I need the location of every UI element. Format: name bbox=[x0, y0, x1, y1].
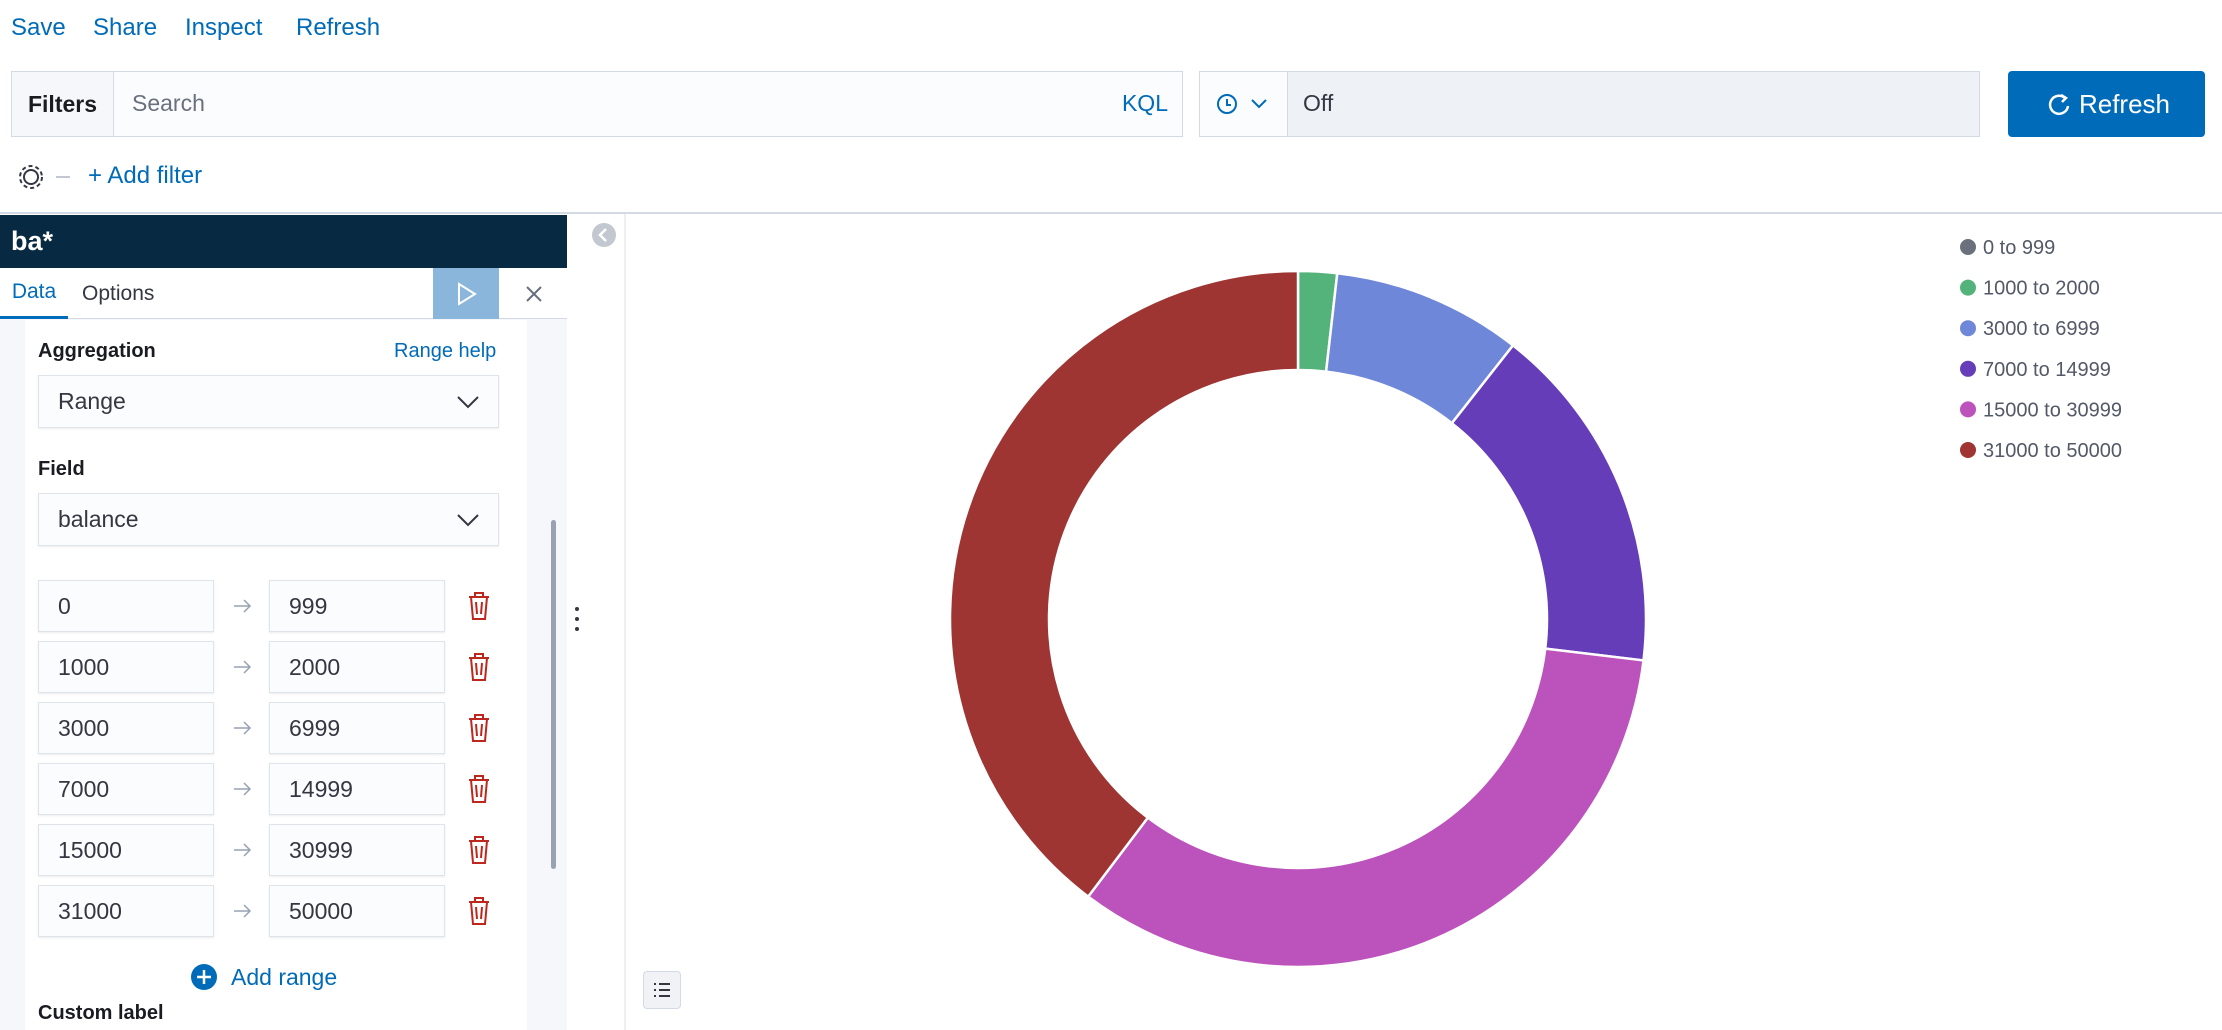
refresh-interval: Off bbox=[1303, 90, 1334, 116]
query-bar: Filters Search KQL bbox=[11, 71, 1183, 137]
donut-slice bbox=[948, 269, 1300, 899]
legend-toggle[interactable] bbox=[643, 971, 681, 1009]
legend-swatch bbox=[1960, 442, 1976, 458]
filters-label: Filters bbox=[12, 72, 114, 136]
quick-menu[interactable] bbox=[1200, 72, 1288, 136]
arrow bbox=[234, 843, 252, 857]
range-from[interactable]: 31000 bbox=[38, 885, 214, 937]
play-icon bbox=[458, 282, 477, 306]
delete-range[interactable] bbox=[465, 590, 493, 622]
range-to[interactable]: 6999 bbox=[269, 702, 445, 754]
legend-swatch bbox=[1960, 320, 1976, 337]
donut-slice bbox=[1086, 647, 1645, 969]
donut-slice bbox=[1324, 271, 1515, 425]
add-filter[interactable]: + Add filter bbox=[88, 162, 203, 189]
arrow-icon bbox=[234, 843, 252, 857]
plus-icon bbox=[191, 964, 217, 990]
arrow-icon bbox=[234, 599, 252, 613]
legend-label: 1000 to 2000 bbox=[1983, 278, 2100, 300]
range-help[interactable]: Range help bbox=[394, 340, 497, 362]
nav-link[interactable]: Inspect bbox=[185, 14, 263, 41]
donut-slice bbox=[1296, 269, 1339, 373]
arrow bbox=[234, 660, 252, 674]
trash-icon bbox=[469, 775, 489, 803]
delete-range[interactable] bbox=[465, 773, 493, 805]
field-select[interactable]: balance bbox=[38, 493, 499, 546]
arrow-icon bbox=[234, 660, 252, 674]
collapse-sidebar[interactable] bbox=[591, 222, 617, 248]
arrow-icon bbox=[234, 721, 252, 735]
add-range-label: Add range bbox=[231, 963, 338, 990]
arrow bbox=[234, 904, 252, 918]
refresh-label: Refresh bbox=[2078, 88, 2171, 119]
legend-label: 3000 to 6999 bbox=[1983, 318, 2100, 340]
nav-link[interactable]: Share bbox=[93, 14, 158, 41]
resize-handle[interactable] bbox=[570, 604, 584, 634]
field-label: Field bbox=[38, 458, 85, 480]
legend-swatch bbox=[1960, 279, 1976, 296]
arrow bbox=[234, 721, 252, 735]
delete-range[interactable] bbox=[465, 651, 493, 683]
legend-swatch bbox=[1960, 401, 1976, 418]
range-to[interactable]: 2000 bbox=[269, 641, 445, 693]
range-from[interactable]: 0 bbox=[38, 580, 214, 632]
list-icon bbox=[654, 983, 670, 997]
range-to[interactable]: 50000 bbox=[269, 885, 445, 937]
panel-edge bbox=[624, 214, 626, 1030]
tab-bar: Data Options bbox=[0, 268, 567, 319]
custom-label: Custom label bbox=[38, 1002, 164, 1024]
nav-link[interactable]: Refresh bbox=[296, 14, 381, 41]
kql-toggle[interactable]: KQL bbox=[1121, 90, 1168, 116]
add-range[interactable]: Add range bbox=[190, 962, 337, 992]
divider bbox=[0, 212, 2222, 214]
delete-range[interactable] bbox=[465, 712, 493, 744]
range-from[interactable]: 15000 bbox=[38, 824, 214, 876]
trash-icon bbox=[469, 836, 489, 864]
aggregation-label: Aggregation bbox=[38, 340, 156, 362]
close-icon[interactable] bbox=[518, 278, 550, 310]
legend-label: 0 to 999 bbox=[1983, 237, 2055, 259]
range-to[interactable]: 30999 bbox=[269, 824, 445, 876]
range-from[interactable]: 1000 bbox=[38, 641, 214, 693]
trash-icon bbox=[469, 897, 489, 925]
legend-label: 31000 to 50000 bbox=[1983, 440, 2122, 462]
arrow bbox=[234, 782, 252, 796]
time-picker[interactable]: Off bbox=[1199, 71, 1980, 137]
chevron bbox=[457, 514, 479, 527]
arrow-icon bbox=[234, 904, 252, 918]
donut-slice bbox=[1450, 343, 1648, 662]
aggregation-value: Range bbox=[58, 388, 126, 414]
trash-icon bbox=[469, 714, 489, 742]
delete-range[interactable] bbox=[465, 895, 493, 927]
legend-label: 7000 to 14999 bbox=[1983, 359, 2111, 381]
tab-data[interactable]: Data bbox=[0, 268, 68, 319]
refresh-button[interactable]: Refresh bbox=[2008, 71, 2205, 137]
chevron bbox=[457, 396, 479, 409]
trash-icon bbox=[469, 653, 489, 681]
range-from[interactable]: 3000 bbox=[38, 702, 214, 754]
trash-icon bbox=[469, 592, 489, 620]
nav-link[interactable]: Save bbox=[11, 14, 66, 41]
range-to[interactable]: 999 bbox=[269, 580, 445, 632]
aggregation-select[interactable]: Range bbox=[38, 375, 499, 428]
field-value: balance bbox=[58, 506, 139, 532]
legend-swatch bbox=[1960, 360, 1976, 377]
index-pattern: ba* bbox=[0, 215, 567, 268]
range-to[interactable]: 14999 bbox=[269, 763, 445, 815]
arrow bbox=[234, 599, 252, 613]
settings-icon[interactable] bbox=[14, 160, 74, 196]
arrow-icon bbox=[234, 782, 252, 796]
delete-range[interactable] bbox=[465, 834, 493, 866]
legend-label: 15000 to 30999 bbox=[1983, 399, 2122, 421]
apply-button[interactable] bbox=[433, 268, 499, 319]
scrollbar[interactable] bbox=[551, 520, 556, 869]
tab-options[interactable]: Options bbox=[82, 282, 155, 305]
legend-swatch bbox=[1960, 239, 1976, 255]
search-input[interactable]: Search bbox=[132, 90, 205, 116]
range-from[interactable]: 7000 bbox=[38, 763, 214, 815]
clock-icon bbox=[1217, 94, 1267, 114]
refresh-icon bbox=[2048, 93, 2070, 115]
